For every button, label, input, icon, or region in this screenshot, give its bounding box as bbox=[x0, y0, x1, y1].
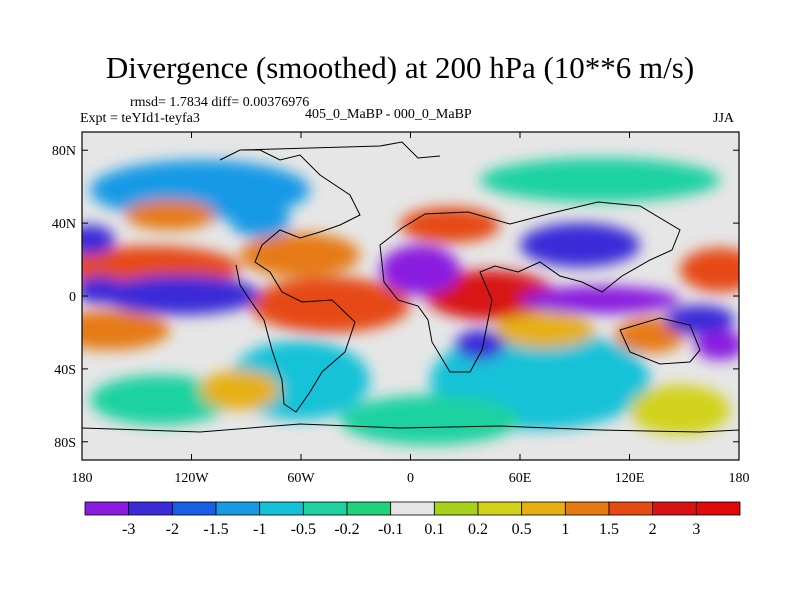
colorbar-label: 0.2 bbox=[468, 521, 488, 538]
lon-tick-label: 60W bbox=[287, 471, 315, 486]
colorbar-swatch bbox=[390, 501, 435, 516]
colorbar bbox=[84, 501, 741, 516]
colorbar-label: -0.2 bbox=[334, 521, 359, 538]
expt-label: Expt = teYId1-teyfa3 bbox=[80, 111, 200, 126]
colorbar-swatch bbox=[259, 501, 304, 516]
lon-tick-label: 60E bbox=[509, 471, 532, 486]
lat-tick-label: 40S bbox=[54, 363, 76, 378]
coastlines bbox=[82, 141, 739, 433]
lon-tick-label: 120E bbox=[615, 471, 645, 486]
colorbar-swatch bbox=[215, 501, 261, 516]
lat-tick-label: 0 bbox=[69, 290, 76, 305]
lat-tick-label: 80N bbox=[52, 144, 76, 159]
colorbar-swatch bbox=[564, 501, 610, 516]
colorbar-label: 3 bbox=[692, 521, 700, 538]
lon-tick-label: 180 bbox=[729, 471, 750, 486]
colorbar-swatch bbox=[171, 501, 217, 516]
season-label: JJA bbox=[713, 111, 735, 126]
plot-subtitle: 405_0_MaBP - 000_0_MaBP bbox=[305, 107, 472, 122]
colorbar-swatch bbox=[695, 501, 741, 516]
divergence-field bbox=[82, 132, 739, 460]
colorbar-swatch bbox=[652, 501, 697, 516]
lon-tick-label: 120W bbox=[174, 471, 209, 486]
lat-tick-label: 40N bbox=[52, 217, 76, 232]
lon-tick-label: 180 bbox=[72, 471, 93, 486]
colorbar-swatch bbox=[302, 501, 348, 516]
rmsd-stat: rmsd= 1.7834 diff= 0.00376976 bbox=[130, 95, 310, 110]
colorbar-label: 0.1 bbox=[424, 521, 444, 538]
colorbar-label: -0.5 bbox=[291, 521, 316, 538]
colorbar-label: -3 bbox=[122, 521, 135, 538]
colorbar-swatch bbox=[521, 501, 566, 516]
colorbar-label: 2 bbox=[649, 521, 657, 538]
colorbar-swatch bbox=[608, 501, 654, 516]
colorbar-swatch bbox=[84, 501, 130, 516]
colorbar-label: -1.5 bbox=[203, 521, 228, 538]
colorbar-label: -1 bbox=[253, 521, 266, 538]
colorbar-swatch bbox=[128, 501, 173, 516]
lat-tick-label: 80S bbox=[54, 436, 76, 451]
colorbar-label: -0.1 bbox=[378, 521, 403, 538]
colorbar-label: 0.5 bbox=[512, 521, 532, 538]
colorbar-swatch bbox=[346, 501, 392, 516]
plot-title: Divergence (smoothed) at 200 hPa (10**6 … bbox=[105, 50, 695, 85]
colorbar-swatch bbox=[477, 501, 523, 516]
colorbar-label: -2 bbox=[166, 521, 179, 538]
lon-tick-label: 0 bbox=[407, 471, 414, 486]
colorbar-label: 1 bbox=[561, 521, 569, 538]
colorbar-swatch bbox=[433, 501, 479, 516]
colorbar-label: 1.5 bbox=[599, 521, 619, 538]
